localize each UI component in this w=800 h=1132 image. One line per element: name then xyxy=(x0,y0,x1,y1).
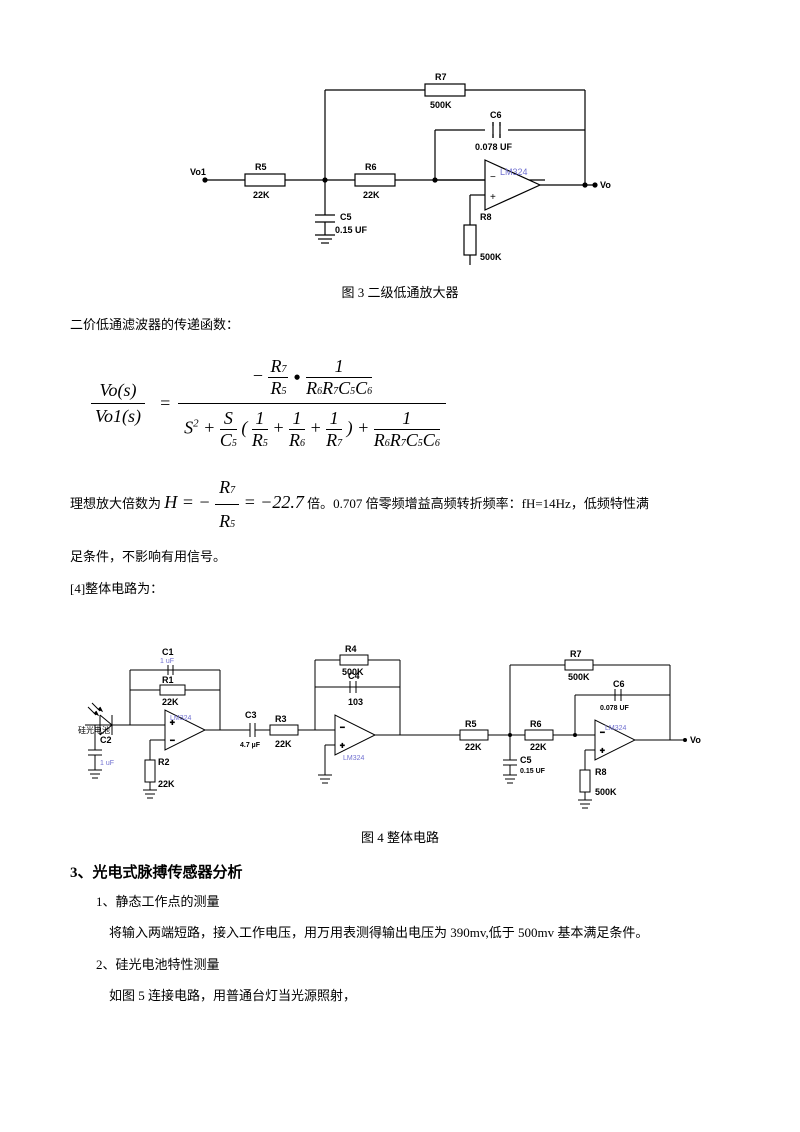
svg-text:500K: 500K xyxy=(568,672,590,682)
item-2: 2、硅光电池特性测量 xyxy=(70,953,730,976)
svg-text:C6: C6 xyxy=(613,679,625,689)
vo1-label: Vo1 xyxy=(190,167,206,177)
svg-text:C6: C6 xyxy=(490,110,502,120)
svg-text:R8: R8 xyxy=(480,212,492,222)
svg-text:22K: 22K xyxy=(465,742,482,752)
svg-text:C5: C5 xyxy=(340,212,352,222)
transfer-function-eq: Vo(s) Vo1(s) = − R7R5 • 1R6R7C5C6 S2 + S… xyxy=(90,351,730,456)
svg-text:1 uF: 1 uF xyxy=(160,658,174,665)
svg-text:22K: 22K xyxy=(530,742,547,752)
item-1-body: 将输入两端短路，接入工作电压，用万用表测得输出电压为 390mv,低于 500m… xyxy=(70,921,730,944)
svg-text:R6: R6 xyxy=(530,719,542,729)
svg-text:0.078 UF: 0.078 UF xyxy=(475,142,513,152)
svg-text:22K: 22K xyxy=(363,190,380,200)
gain-text: 理想放大倍数为 H = − R7R5 = −22.7 倍。0.707 倍零频增益… xyxy=(70,471,730,537)
svg-text:LM324: LM324 xyxy=(343,755,365,762)
svg-text:500K: 500K xyxy=(430,100,452,110)
svg-text:R6: R6 xyxy=(365,162,377,172)
svg-text:−: − xyxy=(340,723,345,732)
svg-text:Vo: Vo xyxy=(600,180,611,190)
svg-text:22K: 22K xyxy=(158,779,175,789)
svg-text:+: + xyxy=(490,192,496,203)
svg-text:R3: R3 xyxy=(275,714,287,724)
fig4-caption: 图 4 整体电路 xyxy=(70,827,730,846)
svg-text:+: + xyxy=(600,746,605,755)
svg-text:Vo: Vo xyxy=(690,735,701,745)
svg-text:C4: C4 xyxy=(348,671,360,681)
figure-4-circuit: +− −+ −+ C1 1 uF R1 22K C2 1 uF 硅光电池 R2 … xyxy=(70,615,730,815)
svg-text:22K: 22K xyxy=(253,190,270,200)
figure-3-circuit: Vo1 R5 22K R6 22K R7 500K C6 0.078 UF C5… xyxy=(185,60,615,270)
svg-text:22K: 22K xyxy=(162,697,179,707)
svg-text:500K: 500K xyxy=(480,252,502,262)
svg-text:C3: C3 xyxy=(245,710,257,720)
svg-text:−: − xyxy=(170,736,175,745)
transfer-fn-intro: 二价低通滤波器的传递函数： xyxy=(70,313,730,336)
svg-text:R2: R2 xyxy=(158,757,170,767)
svg-text:C1: C1 xyxy=(162,647,174,657)
svg-text:R7: R7 xyxy=(570,649,582,659)
item-1: 1、静态工作点的测量 xyxy=(70,890,730,913)
svg-text:+: + xyxy=(340,741,345,750)
svg-text:0.15 UF: 0.15 UF xyxy=(335,225,368,235)
svg-text:R4: R4 xyxy=(345,644,357,654)
svg-text:R1: R1 xyxy=(162,675,174,685)
svg-text:LM324: LM324 xyxy=(605,725,627,732)
svg-text:R5: R5 xyxy=(465,719,477,729)
svg-text:LM324: LM324 xyxy=(500,167,528,177)
svg-text:LM324: LM324 xyxy=(170,715,192,722)
svg-text:C5: C5 xyxy=(520,755,532,765)
svg-text:0.15 UF: 0.15 UF xyxy=(520,768,546,775)
svg-text:R7: R7 xyxy=(435,72,447,82)
svg-text:C2: C2 xyxy=(100,735,112,745)
item-2-body: 如图 5 连接电路，用普通台灯当光源照射， xyxy=(70,984,730,1007)
svg-text:R8: R8 xyxy=(595,767,607,777)
svg-text:R5: R5 xyxy=(255,162,267,172)
svg-text:103: 103 xyxy=(348,697,363,707)
svg-text:4.7 µF: 4.7 µF xyxy=(240,742,261,749)
svg-text:−: − xyxy=(490,172,496,183)
svg-text:500K: 500K xyxy=(595,787,617,797)
overall-circuit-intro: [4]整体电路为： xyxy=(70,577,730,600)
fig3-caption: 图 3 二级低通放大器 xyxy=(70,282,730,301)
svg-text:硅光电池: 硅光电池 xyxy=(78,725,110,735)
gain-text-2: 足条件，不影响有用信号。 xyxy=(70,545,730,568)
section-3-title: 3、光电式脉搏传感器分析 xyxy=(70,861,730,882)
svg-text:22K: 22K xyxy=(275,739,292,749)
svg-text:1 uF: 1 uF xyxy=(100,760,114,767)
svg-text:0.078 UF: 0.078 UF xyxy=(600,705,630,712)
